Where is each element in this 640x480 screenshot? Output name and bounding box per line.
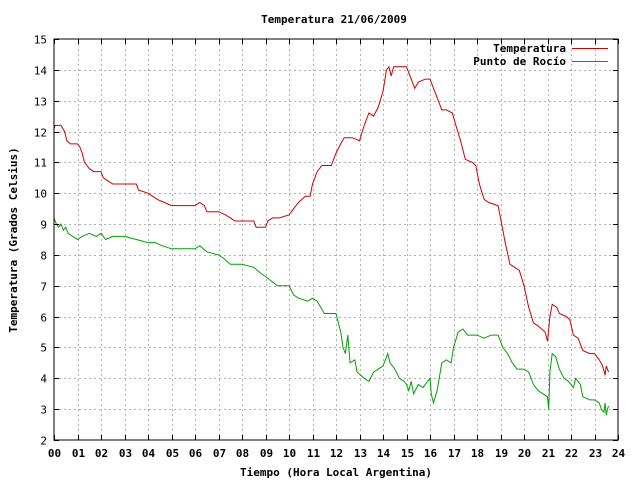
y-tick-label: 15 [34,34,47,47]
x-tick-label: 10 [283,447,296,460]
x-tick-label: 18 [471,447,484,460]
x-tick-label: 08 [236,447,249,460]
grid-lines [54,39,618,440]
x-tick-label: 19 [495,447,508,460]
x-tick-label: 23 [589,447,602,460]
x-tick-label: 03 [119,447,132,460]
y-tick-label: 13 [34,96,47,109]
x-tick-label: 20 [518,447,531,460]
x-tick-label: 17 [448,447,461,460]
x-tick-label: 02 [95,447,108,460]
series-line-punto-de-roc-o [53,217,610,416]
legend-label: Temperatura [493,42,566,55]
axis-ticks: 00 01 02 03 04 05 06 07 08 09 10 11 12 13 14 15 16 17 18 19… [34,34,626,461]
x-tick-label: 00 [48,447,61,460]
x-tick-label: 15 [401,447,414,460]
x-tick-label: 24 [612,447,626,460]
x-tick-label: 09 [260,447,273,460]
x-tick-label: 14 [377,447,391,460]
x-tick-label: 04 [142,447,156,460]
x-tick-label: 11 [307,447,321,460]
y-tick-label: 9 [40,219,47,232]
x-tick-label: 07 [213,447,226,460]
x-tick-label: 05 [166,447,179,460]
y-axis-label: Temperatura (Grados Celsius) [7,147,20,332]
x-tick-label: 16 [424,447,438,460]
chart-title: Temperatura 21/06/2009 [261,13,407,26]
y-tick-label: 14 [34,65,48,78]
x-axis-label: Tiempo (Hora Local Argentina) [240,466,432,479]
y-tick-label: 12 [34,127,47,140]
x-tick-label: 06 [189,447,203,460]
y-tick-label: 10 [34,188,47,201]
x-tick-label: 21 [542,447,556,460]
x-tick-label: 01 [72,447,86,460]
y-tick-label: 2 [40,435,47,448]
y-tick-label: 4 [40,373,47,386]
y-tick-label: 7 [40,281,47,294]
x-tick-label: 12 [330,447,343,460]
y-tick-label: 6 [40,312,47,325]
y-tick-label: 3 [40,404,47,417]
x-tick-label: 22 [565,447,578,460]
y-tick-label: 5 [40,342,47,355]
series-line-temperatura [53,65,610,376]
legend-label: Punto de Rocío [473,55,566,68]
x-tick-label: 13 [354,447,367,460]
y-tick-label: 8 [40,250,47,263]
y-tick-label: 11 [34,157,47,170]
series-lines [53,65,610,416]
